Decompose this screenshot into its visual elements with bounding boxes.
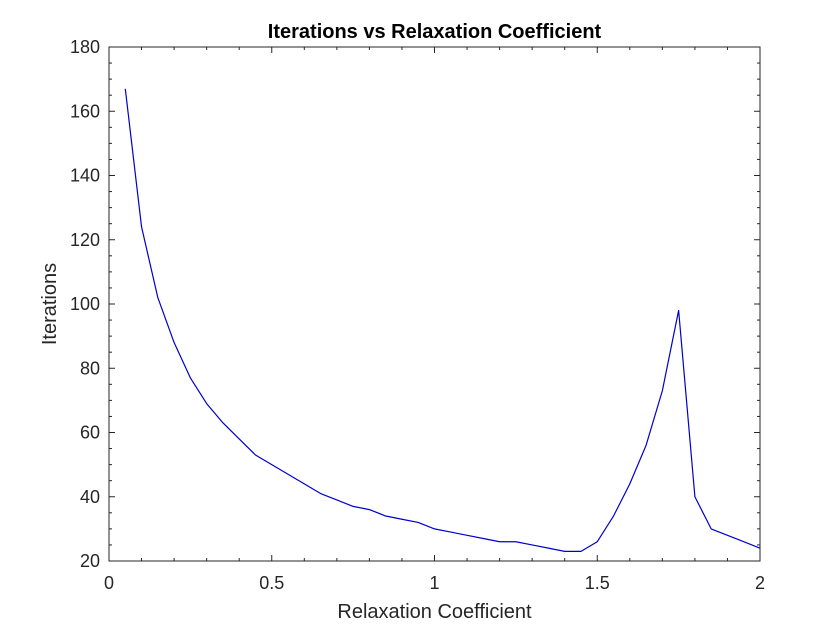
x-axis-label: Relaxation Coefficient xyxy=(337,601,532,623)
y-tick-label: 160 xyxy=(70,101,100,121)
y-tick-label: 40 xyxy=(80,487,100,507)
tick-labels: 0 0.5 1 1.5 2 20 40 60 80 100 120 140 160 180 xyxy=(70,37,765,593)
x-tick-label: 0 xyxy=(104,573,114,593)
y-tick-label: 140 xyxy=(70,166,100,186)
y-tick-label: 180 xyxy=(70,37,100,57)
x-tick-label: 1.5 xyxy=(585,573,610,593)
chart-title: Iterations vs Relaxation Coefficient xyxy=(268,21,602,43)
y-tick-label: 80 xyxy=(80,358,100,378)
series-line-iterations xyxy=(124,88,761,552)
series-layer xyxy=(124,88,761,552)
y-tick-label: 20 xyxy=(80,551,100,571)
x-tick-label: 0.5 xyxy=(259,573,284,593)
x-tick-label: 2 xyxy=(755,573,765,593)
tick-marks xyxy=(108,46,761,562)
y-tick-label: 100 xyxy=(70,294,100,314)
y-tick-label: 60 xyxy=(80,423,100,443)
x-tick-label: 1 xyxy=(429,573,439,593)
y-tick-label: 120 xyxy=(70,230,100,250)
y-axis-label: Iterations xyxy=(39,263,61,345)
axes-box xyxy=(108,46,761,562)
